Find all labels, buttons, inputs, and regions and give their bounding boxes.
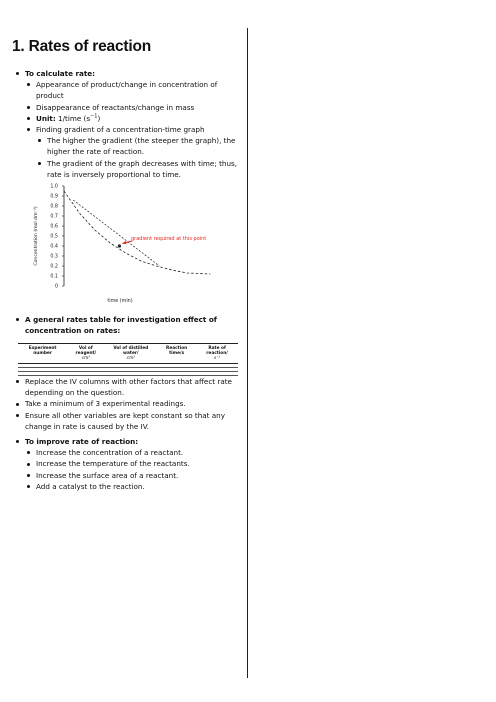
unit-label: Unit:	[36, 113, 56, 123]
tangent-line	[73, 199, 160, 267]
rate-calculation-list: To calculate rate: Appearance of product…	[14, 68, 240, 180]
list-item: Increase the temperature of the reactant…	[25, 458, 240, 469]
list-item: Replace the IV columns with other factor…	[14, 376, 240, 398]
list-item: The gradient of the graph decreases with…	[36, 158, 240, 180]
y-tick-label: 0.2	[50, 264, 58, 270]
column-divider	[247, 28, 248, 678]
table-header: Vol of distilled water/cm³	[104, 342, 158, 365]
list-item: Unit: 1/time (s−1)	[25, 113, 240, 124]
table-header: Reaction time/s	[157, 342, 197, 365]
rates-table-heading-list: A general rates table for investigation …	[14, 314, 240, 336]
list-item: To improve rate of reaction: Increase th…	[14, 436, 240, 492]
y-axis-label: Concentration (mol dm⁻³)	[33, 206, 39, 265]
section-heading: To calculate rate:	[25, 69, 96, 78]
y-tick-label: 0.5	[50, 234, 58, 240]
unit-value: 1/time (s	[58, 113, 91, 123]
x-axis-label: time (min)	[107, 298, 132, 304]
rates-table: Experiment number Vol of reagent/cm³ Vol…	[18, 342, 238, 377]
y-tick-label: 1.0	[50, 184, 58, 190]
list-item: Appearance of product/change in concentr…	[25, 79, 240, 101]
y-tick-label: 0.6	[50, 224, 58, 230]
table-row	[18, 363, 238, 369]
list-item: Increase the concentration of a reactant…	[25, 447, 240, 458]
section-heading: To improve rate of reaction:	[25, 437, 139, 446]
list-item: Finding gradient of a concentration-time…	[25, 124, 240, 180]
y-tick-label: 0	[55, 284, 58, 290]
list-item: Increase the surface area of a reactant.	[25, 470, 240, 481]
table-notes-list: Replace the IV columns with other factor…	[14, 376, 240, 432]
concentration-curve	[63, 190, 211, 275]
y-tick-label: 0.1	[50, 274, 58, 280]
list-item: The higher the gradient (the steeper the…	[36, 135, 240, 157]
gradient-item: Finding gradient of a concentration-time…	[36, 125, 205, 135]
annotation-arrow-head	[122, 240, 127, 245]
list-item: Take a minimum of 3 experimental reading…	[14, 398, 240, 409]
page-title: 1. Rates of reaction	[12, 38, 151, 55]
gradient-annotation: gradient required at this point	[131, 236, 206, 242]
unit-exponent: −1	[90, 113, 98, 120]
y-tick-label: 0.8	[50, 204, 58, 210]
unit-close: )	[97, 113, 101, 123]
tangent-point	[117, 244, 122, 248]
y-tick-label: 0.3	[50, 254, 58, 260]
table-header: Vol of reagent/cm³	[67, 342, 105, 365]
table-row	[18, 371, 238, 377]
table-header: Rate of reaction/s⁻¹	[196, 342, 238, 365]
concentration-time-chart: 1.0 0.9 0.8 0.7 0.6 0.5 0.4 0.3 0.2 0.1 0 Concentr…	[33, 184, 211, 304]
list-item: Disappearance of reactants/change in mas…	[25, 102, 240, 113]
list-item: Add a catalyst to the reaction.	[25, 481, 240, 492]
y-tick-label: 0.7	[50, 214, 58, 220]
table-header: Experiment number	[18, 342, 68, 365]
list-item: To calculate rate: Appearance of product…	[14, 68, 240, 180]
y-tick-label: 0.4	[50, 244, 58, 250]
list-item: Ensure all other variables are kept cons…	[14, 410, 240, 432]
y-tick-label: 0.9	[50, 194, 58, 200]
section-heading: A general rates table for investigation …	[14, 314, 240, 336]
table-row	[18, 367, 238, 373]
improve-rate-list: To improve rate of reaction: Increase th…	[14, 436, 240, 492]
